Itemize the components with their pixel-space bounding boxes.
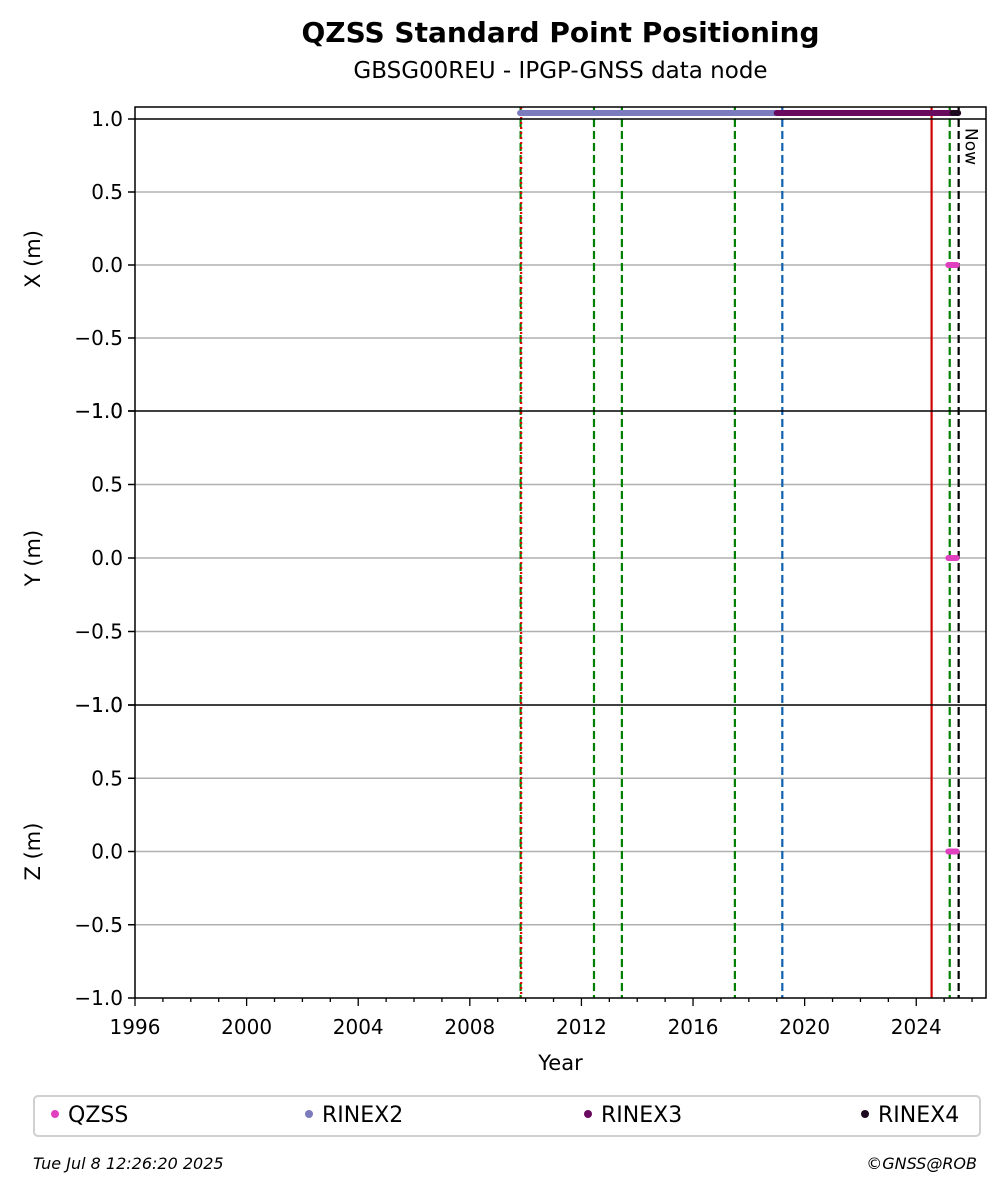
y-tick-label: 1.0 — [91, 107, 123, 131]
footer-credit: ©GNSS@ROB — [866, 1154, 977, 1173]
y-tick-label: −1.0 — [74, 399, 123, 423]
legend-label: RINEX3 — [601, 1103, 683, 1128]
legend-marker-rinex3 — [584, 1110, 592, 1118]
x-tick-label: 1996 — [110, 1015, 161, 1039]
x-tick-label: 2012 — [556, 1015, 607, 1039]
y-tick-label: −1.0 — [74, 986, 123, 1010]
y-tick-label: −1.0 — [74, 693, 123, 717]
y-tick-label: 0.5 — [91, 473, 123, 497]
y-tick-label: 0.0 — [91, 253, 123, 277]
legend-label: RINEX2 — [322, 1103, 404, 1128]
x-tick-label: 2000 — [221, 1015, 272, 1039]
legend-item-rinex3: RINEX3 — [584, 1103, 682, 1128]
y-tick-label: −1.0 — [74, 399, 123, 423]
x-tick-label: 2008 — [444, 1015, 495, 1039]
x-tick-label: 2020 — [779, 1015, 830, 1039]
legend-label: RINEX4 — [878, 1103, 960, 1128]
x-tick-label: 2024 — [891, 1015, 942, 1039]
y-tick-label: 0.0 — [91, 546, 123, 570]
y-axis-label: Z (m) — [21, 823, 45, 881]
legend-item-qzss: QZSS — [51, 1103, 128, 1128]
now-label: Now — [961, 128, 981, 165]
y-axis-label: X (m) — [21, 230, 45, 288]
x-axis-label: Year — [537, 1051, 583, 1075]
chart-title: QZSS Standard Point Positioning — [301, 16, 820, 49]
y-tick-label: 0.5 — [91, 766, 123, 790]
y-tick-label: 0.5 — [91, 180, 123, 204]
chart-canvas: 1.0 0.5 0.0 −0.5 −1.0 X (m) −1.0 0.5 0.0 −0.5 −1.0… — [21, 106, 987, 1075]
y-tick-label: −0.5 — [74, 620, 123, 644]
legend-label: QZSS — [68, 1103, 129, 1128]
x-tick-label: 2004 — [333, 1015, 384, 1039]
legend-item-rinex4: RINEX4 — [861, 1103, 959, 1128]
plot-frame — [134, 106, 987, 999]
legend-marker-qzss — [51, 1110, 59, 1118]
y-tick-label: −0.5 — [74, 326, 123, 350]
y-tick-label: 0.0 — [91, 840, 123, 864]
legend: QZSS RINEX2 RINEX3 RINEX4 — [33, 1095, 981, 1137]
y-axis-label: Y (m) — [21, 530, 45, 587]
legend-item-rinex2: RINEX2 — [305, 1103, 403, 1128]
legend-marker-rinex4 — [861, 1110, 869, 1118]
x-tick-label: 2016 — [668, 1015, 719, 1039]
legend-marker-rinex2 — [305, 1110, 313, 1118]
chart-subtitle: GBSG00REU - IPGP-GNSS data node — [353, 58, 768, 84]
y-tick-label: −1.0 — [74, 693, 123, 717]
footer-timestamp: Tue Jul 8 12:26:20 2025 — [33, 1154, 224, 1173]
y-tick-label: −0.5 — [74, 913, 123, 937]
